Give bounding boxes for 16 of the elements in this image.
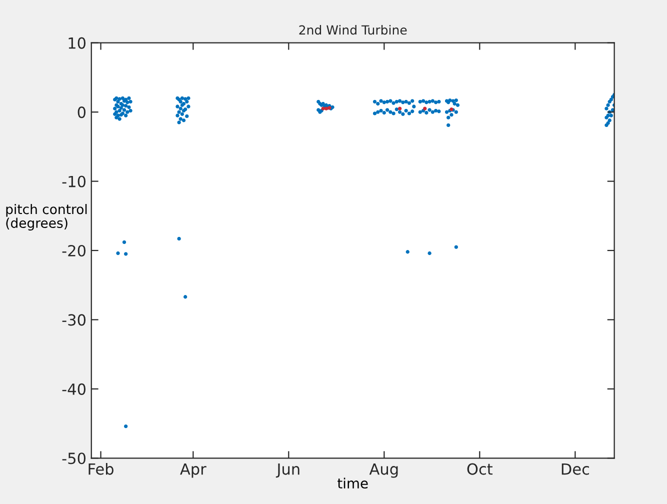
y-tick-label: -10 (62, 176, 86, 188)
y-tick-label: -50 (62, 452, 86, 464)
x-tick-label: Aug (369, 463, 398, 478)
y-tick-label: -30 (62, 314, 86, 326)
x-tick-label: Oct (467, 463, 492, 475)
y-tick-label: -40 (62, 383, 86, 395)
y-axis-title: pitch control (degrees) (6, 204, 87, 231)
chart-title: 2nd Wind Turbine (299, 25, 407, 35)
x-tick-label: Dec (562, 463, 589, 475)
x-tick-label: Feb (88, 462, 114, 475)
x-axis-title: time (338, 478, 368, 489)
x-tick-label: Jun (276, 463, 300, 478)
y-tick-label: 10 (68, 37, 86, 49)
x-tick-label: Apr (180, 463, 206, 478)
y-tick-label: -20 (62, 244, 86, 257)
y-tick-label: 0 (78, 106, 86, 118)
